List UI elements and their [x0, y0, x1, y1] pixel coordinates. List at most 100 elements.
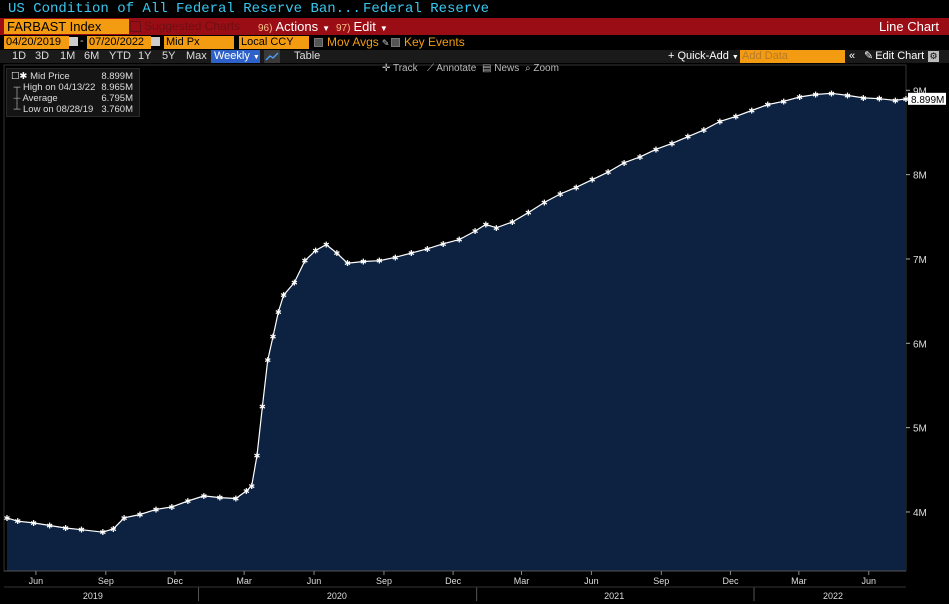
legend-mid-label: Mid Price	[30, 71, 70, 82]
start-date-field[interactable]: 04/20/2019	[4, 36, 69, 49]
settings-bar	[0, 35, 949, 50]
quick-add-button[interactable]: + Quick-Add ▼	[668, 50, 739, 64]
frequency-select[interactable]: Weekly ▼	[211, 50, 260, 63]
chevron-down-icon: ▼	[731, 54, 739, 61]
data-point: ✱	[860, 94, 867, 103]
period-ytd[interactable]: YTD	[109, 50, 131, 62]
y-tick-label: 6M	[913, 339, 927, 350]
data-point: ✱	[482, 220, 489, 229]
date-separator: -	[80, 35, 84, 47]
average-marker-icon: ┼	[11, 93, 23, 104]
pencil-icon: ✎	[381, 38, 390, 48]
x-month-label: Dec	[167, 576, 184, 586]
currency-select[interactable]: Local CCY	[239, 36, 309, 49]
legend-high-label: High on 04/13/22	[23, 82, 96, 93]
price-field-select[interactable]: Mid Px	[164, 36, 234, 49]
last-value-box	[908, 92, 946, 105]
annotate-icon: ⟋	[427, 63, 437, 74]
period-6m[interactable]: 6M	[84, 50, 100, 62]
data-point: ✱	[30, 519, 37, 528]
actions-menu[interactable]: 96) Actions ▼	[258, 18, 330, 35]
x-month-label: Mar	[791, 576, 807, 586]
data-point: ✱	[796, 93, 803, 102]
data-point: ✱	[509, 218, 516, 227]
data-point: ✱	[259, 403, 266, 412]
mov-avgs-toggle[interactable]: Mov Avgs ✎	[314, 35, 389, 50]
data-point: ✱	[360, 258, 367, 267]
x-month-label: Mar	[236, 576, 252, 586]
period-1y[interactable]: 1Y	[138, 50, 152, 62]
pencil-icon: ✎	[864, 50, 874, 62]
data-point: ✱	[280, 291, 287, 300]
chart-type-label: Line Chart	[879, 19, 939, 34]
collapse-icon[interactable]: «	[849, 50, 856, 62]
edit-chart-button[interactable]: ✎ Edit Chart	[864, 50, 924, 63]
x-month-label: Dec	[445, 576, 462, 586]
x-month-label: Jun	[307, 576, 322, 586]
data-point: ✱	[701, 126, 708, 135]
security-source: Federal Reserve	[363, 1, 490, 17]
data-point: ✱	[653, 145, 660, 154]
track-tool[interactable]: ✛ Track	[382, 63, 418, 75]
legend-average: ┼ Average 6.795M	[11, 93, 137, 104]
period-1d[interactable]: 1D	[12, 50, 27, 62]
x-month-label: Dec	[722, 576, 739, 586]
news-icon: ▤	[482, 63, 495, 74]
period-3d[interactable]: 3D	[35, 50, 50, 62]
data-point: ✱	[243, 487, 250, 496]
data-point: ✱	[323, 241, 330, 250]
data-point: ✱	[14, 517, 21, 526]
annotate-label: Annotate	[436, 63, 477, 74]
table-button[interactable]: Table	[294, 50, 321, 62]
data-point: ✱	[573, 183, 580, 192]
data-point: ✱	[254, 452, 261, 461]
data-point: ✱	[110, 525, 117, 534]
line-chart-icon[interactable]	[264, 50, 280, 63]
add-data-input[interactable]: Add Data	[740, 50, 845, 63]
data-point: ✱	[589, 176, 596, 185]
period-max[interactable]: Max	[186, 50, 207, 62]
data-point: ✱	[291, 279, 298, 288]
edit-label: Edit	[353, 19, 376, 34]
end-date-field[interactable]: 07/20/2022	[87, 36, 151, 49]
data-point: ✱	[169, 503, 176, 512]
data-point: ✱	[302, 257, 309, 266]
crosshair-icon: ✛	[382, 63, 393, 74]
data-point: ✱	[637, 153, 644, 162]
data-point: ✱	[525, 209, 532, 218]
y-tick-label: 4M	[913, 508, 927, 519]
period-5y[interactable]: 5Y	[162, 50, 176, 62]
data-point: ✱	[216, 494, 223, 503]
news-tool[interactable]: ▤ News	[482, 63, 519, 75]
mov-avgs-label: Mov Avgs	[327, 35, 379, 49]
data-point: ✱	[424, 245, 431, 254]
chevron-down-icon: ▼	[322, 24, 331, 33]
key-events-toggle[interactable]: Key Events	[391, 35, 465, 49]
data-point: ✱	[264, 356, 271, 365]
calendar-icon[interactable]	[151, 37, 160, 46]
suggested-charts-button[interactable]: Suggested Charts	[130, 18, 240, 35]
legend-average-label: Average	[22, 93, 58, 104]
data-point: ✱	[892, 96, 899, 105]
legend-low-label: Low on 08/28/19	[23, 104, 94, 115]
suggested-charts-label: Suggested Charts	[144, 19, 241, 33]
checkbox-icon	[391, 38, 400, 48]
edit-menu[interactable]: 97) Edit ▼	[336, 18, 388, 35]
data-point: ✱	[456, 236, 463, 245]
settings-gear-icon[interactable]: ⚙	[928, 51, 939, 62]
x-month-label: Sep	[376, 576, 392, 586]
data-point: ✱	[621, 159, 628, 168]
quick-add-label: + Quick-Add	[668, 50, 729, 62]
period-1m[interactable]: 1M	[60, 50, 76, 62]
y-tick-label: 7M	[913, 255, 927, 266]
calendar-icon[interactable]	[69, 37, 78, 46]
ticker-field[interactable]: FARBAST Index	[4, 19, 129, 34]
annotate-tool[interactable]: ⟋ Annotate	[427, 63, 476, 75]
data-point: ✱	[440, 240, 447, 249]
data-point: ✱	[344, 259, 351, 268]
zoom-tool[interactable]: ⌕ Zoom	[525, 63, 559, 75]
data-point: ✱	[62, 524, 69, 533]
key-events-label: Key Events	[404, 35, 465, 49]
edit-number: 97)	[336, 23, 351, 34]
data-point: ✱	[685, 133, 692, 142]
